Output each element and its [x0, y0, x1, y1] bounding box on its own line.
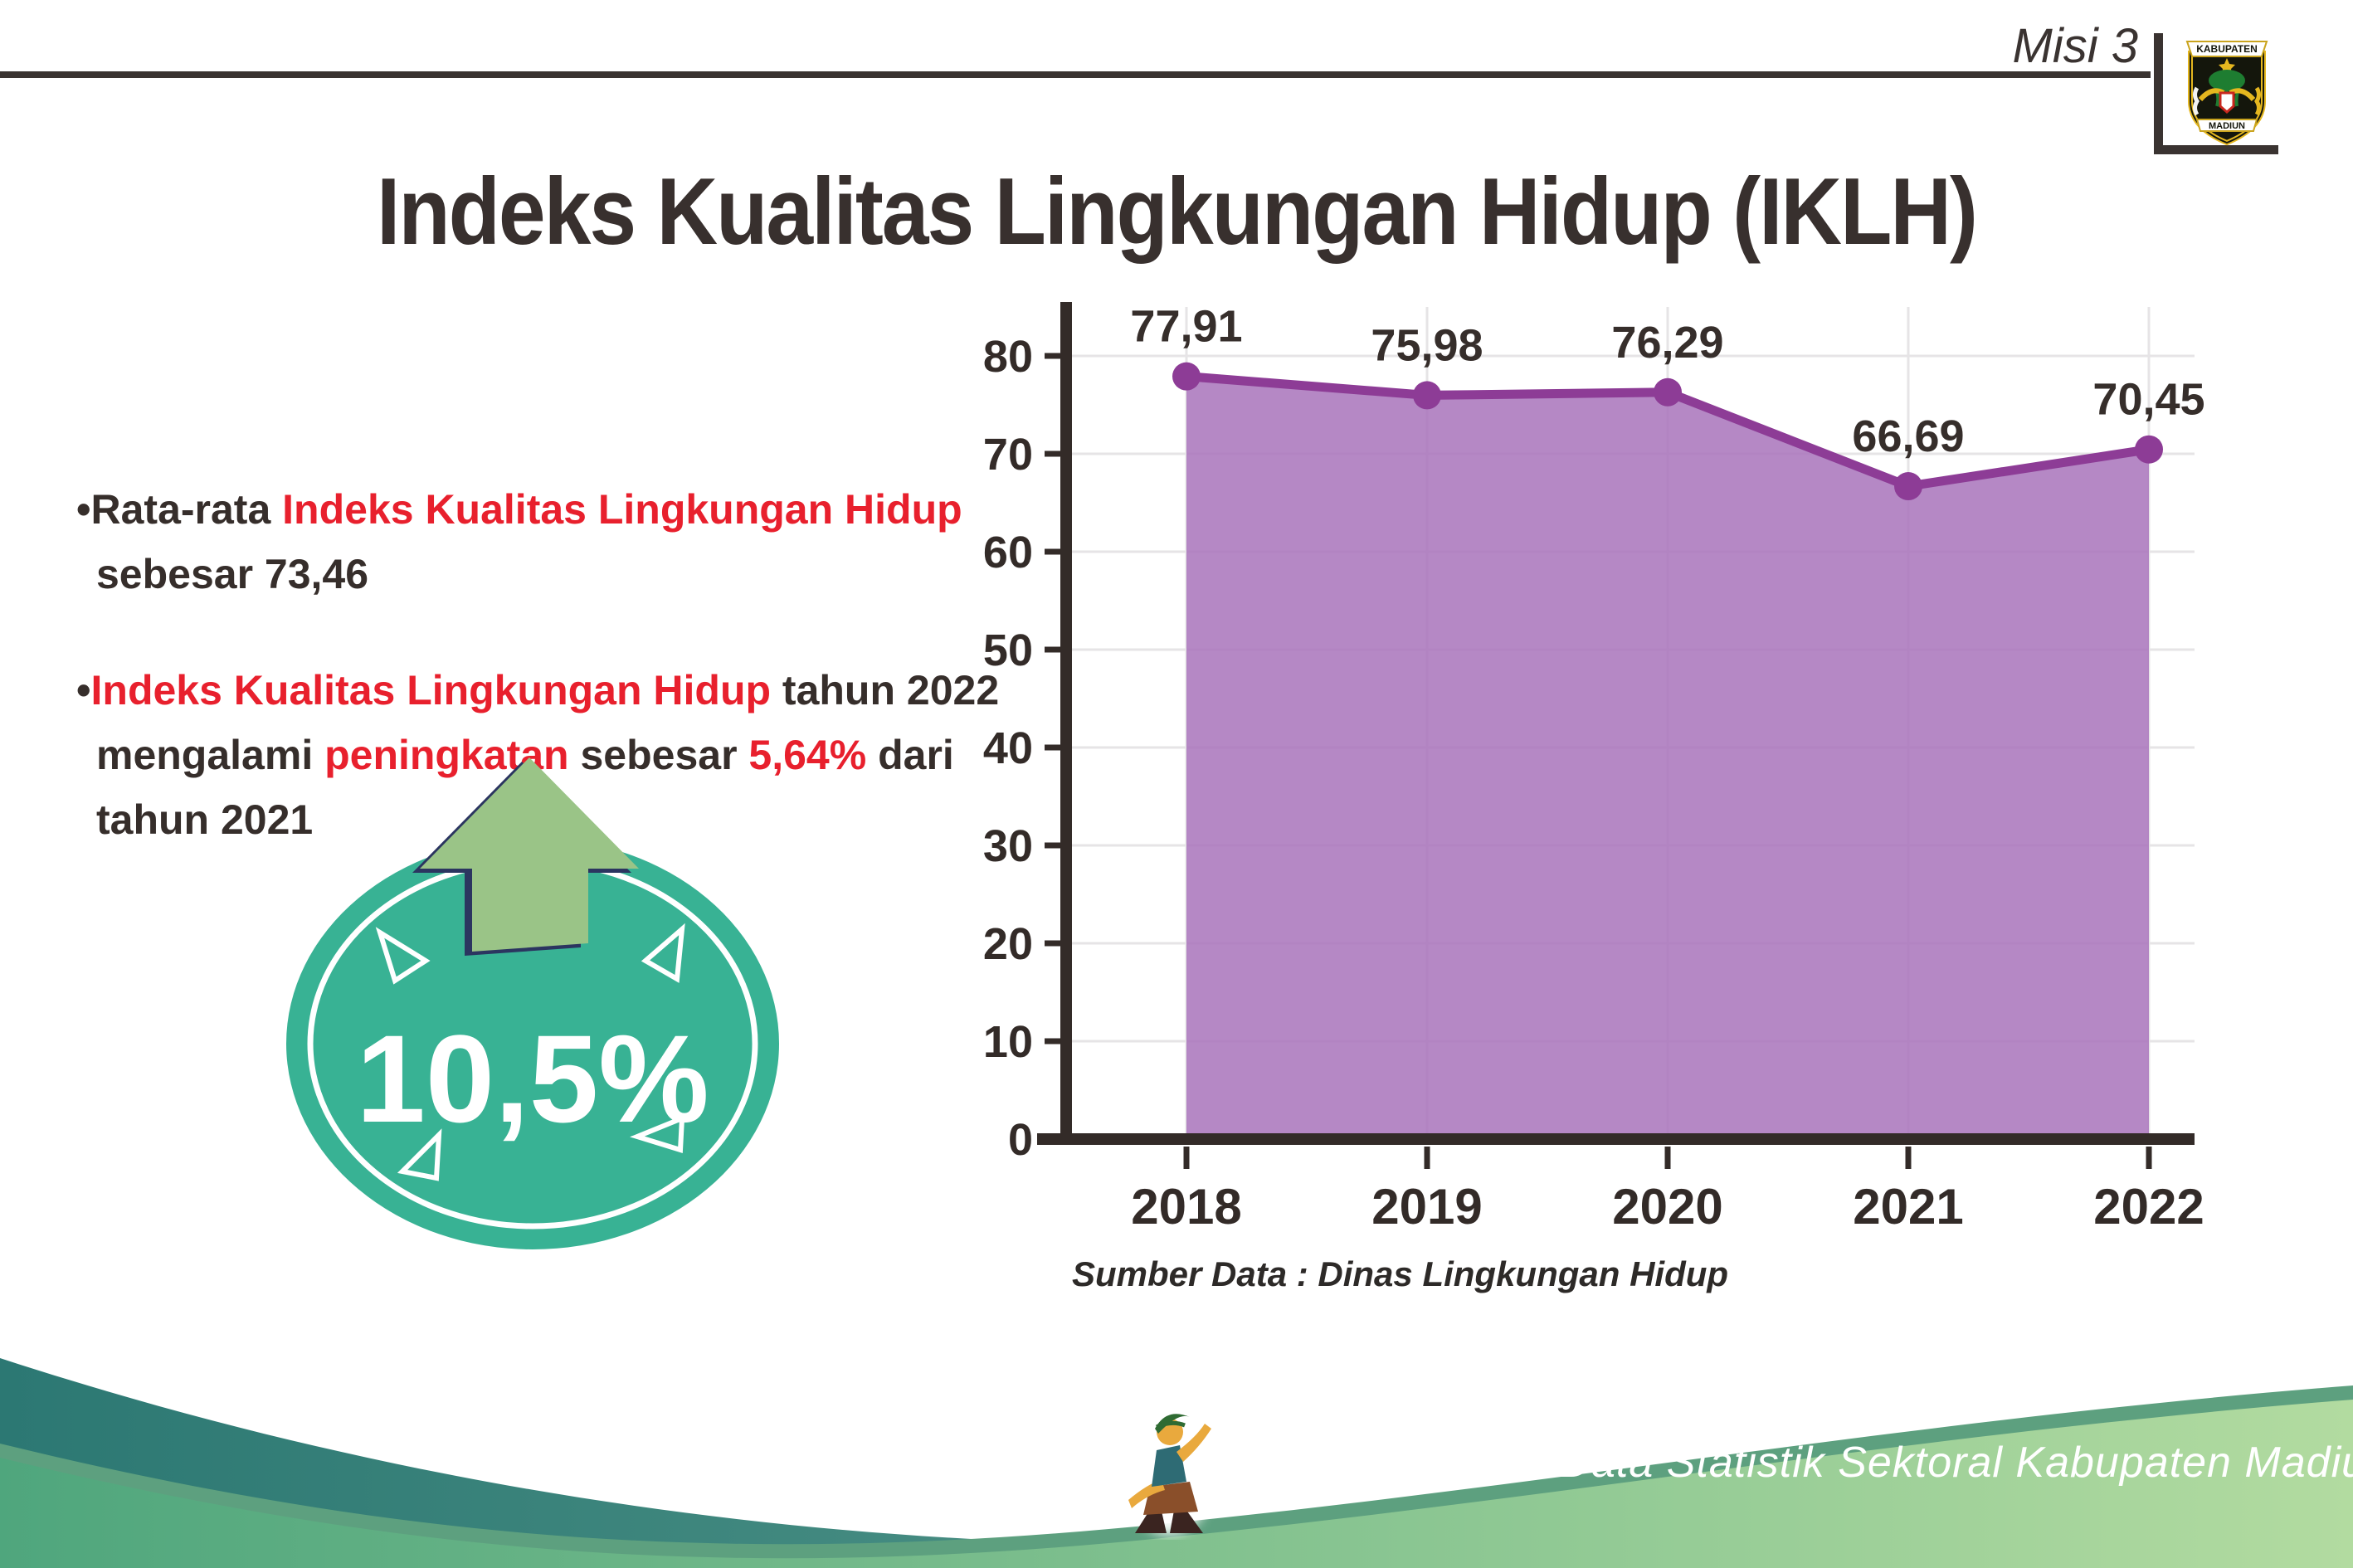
iklh-area-chart: 77,91 75,98 76,29 66,69 70,45 0 10 20 30 40 50 60 70… [983, 302, 2205, 1234]
data-point-marker [1172, 362, 1201, 391]
bullet-text-segment: dari tahun 2021 [96, 732, 954, 843]
y-tick-label: 30 [983, 821, 1033, 871]
data-value-label: 75,98 [1371, 320, 1483, 370]
up-arrow-icon [420, 757, 639, 952]
bullet-text-segment: sebesar [568, 732, 749, 778]
y-tick-label: 50 [983, 626, 1033, 675]
data-value-label: 76,29 [1611, 318, 1723, 368]
data-value-label: 70,45 [2092, 375, 2204, 425]
sparkle-triangle-nw [375, 927, 431, 985]
increase-percentage-badge: 10,5% [286, 757, 779, 1249]
bullet-marker: • [76, 667, 91, 713]
y-tick-label: 20 [983, 919, 1033, 969]
series-area-fill [1186, 376, 2149, 1139]
x-tick-label: 2022 [2093, 1179, 2204, 1234]
bullet-text-segment-highlight: Indeks Kualitas Lingkungan Hidup [90, 667, 772, 713]
x-tick-label: 2021 [1853, 1179, 1963, 1234]
bullet-text-segment: tahun 2022 mengalami [96, 667, 1000, 778]
footer-wave-decoration [0, 1358, 2353, 1568]
bullet-marker: • [76, 486, 91, 533]
y-tick-label: 70 [983, 430, 1033, 480]
logo-frame-vertical [2154, 33, 2163, 154]
bullet-text-segment-highlight: 5,64% [748, 732, 867, 778]
chart-source-note: Sumber Data : Dinas Lingkungan Hidup [1072, 1254, 1729, 1293]
y-tick-label: 80 [983, 332, 1033, 382]
bullet-average-iklh: •Rata-rata Indeks Kualitas Lingkungan Hi… [76, 477, 1055, 606]
data-value-label: 77,91 [1130, 302, 1242, 352]
data-point-marker [1413, 381, 1441, 410]
data-point-marker [1894, 472, 1922, 501]
data-point-marker [1654, 377, 1682, 407]
data-value-label: 66,69 [1852, 411, 1964, 461]
data-point-marker [2135, 435, 2163, 464]
y-tick-label: 60 [983, 528, 1033, 577]
logo-frame-horizontal [2154, 145, 2278, 154]
dancing-mascot-icon [1127, 1410, 1220, 1535]
y-tick-label: 0 [1008, 1115, 1033, 1165]
bullet-text-segment-highlight: Indeks Kualitas Lingkungan Hidup [282, 486, 962, 533]
y-tick-label: 40 [983, 723, 1033, 773]
logo-top-label: KABUPATEN [2196, 43, 2258, 55]
header-rule-line [0, 71, 2151, 78]
badge-percentage-value: 10,5% [356, 1009, 709, 1148]
bullet-text-segment: sebesar 73,46 [96, 551, 369, 597]
mission-label: Misi 3 [2012, 19, 2138, 73]
page-title: Indeks Kualitas Lingkungan Hidup (IKLH) [376, 158, 1978, 265]
kabupaten-madiun-logo-icon: KABUPATEN MADIUN [2185, 41, 2268, 146]
y-tick-label: 10 [983, 1017, 1033, 1067]
wave-green [0, 1400, 2353, 1568]
key-findings: •Rata-rata Indeks Kualitas Lingkungan Hi… [76, 477, 1055, 903]
sparkle-triangle-ne [641, 923, 685, 983]
badge-circle [286, 838, 779, 1249]
sparkle-triangle-sw [397, 1128, 442, 1181]
footer-credit: Media Infografis Data Statistik Sektoral… [1226, 1439, 2353, 1487]
logo-bottom-label: MADIUN [2209, 121, 2245, 131]
bullet-text-segment: Rata-rata [90, 486, 283, 533]
x-tick-label: 2019 [1371, 1179, 1482, 1234]
x-tick-label: 2020 [1612, 1179, 1722, 1234]
sparkle-triangle-se [630, 1114, 685, 1153]
x-tick-label: 2018 [1131, 1179, 1241, 1234]
